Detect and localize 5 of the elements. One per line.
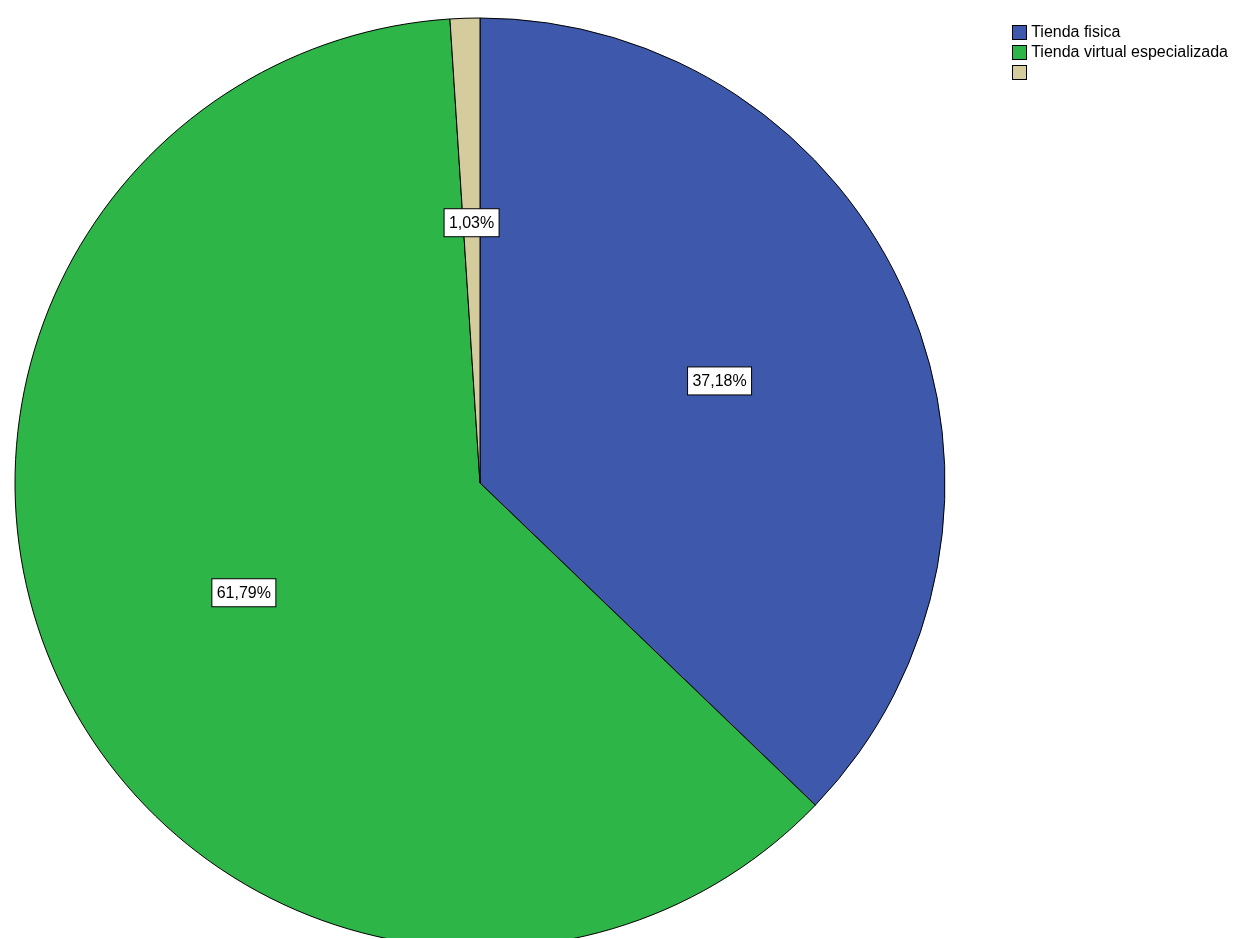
legend-label: Tienda virtual especializada xyxy=(1031,43,1228,61)
data-label: 61,79% xyxy=(216,584,271,602)
data-label: 37,18% xyxy=(692,372,747,390)
legend-label: Tienda fisica xyxy=(1031,23,1121,41)
data-label: 1,03% xyxy=(448,214,495,232)
